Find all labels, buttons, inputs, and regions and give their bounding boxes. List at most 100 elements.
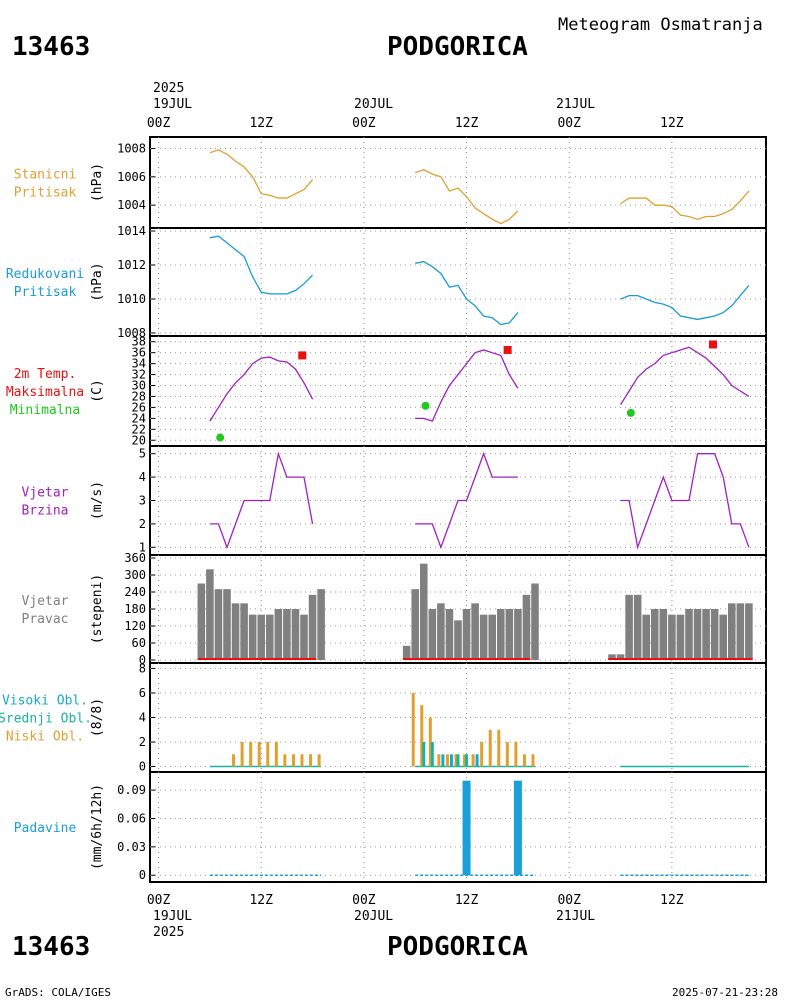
header-station-id: 13463	[12, 32, 90, 62]
y-tick-label: 1010	[117, 292, 146, 306]
wind-direction-bar	[625, 594, 633, 660]
cloud-bar	[309, 754, 313, 767]
y-tick-label: 36	[132, 346, 146, 360]
top-date-19: 19JUL	[153, 97, 192, 112]
cloud-bar	[428, 717, 432, 767]
unit-label: (mm/6h/12h)	[90, 784, 105, 870]
cloud-bar	[463, 754, 467, 767]
bottom-time-tick: 12Z	[249, 893, 273, 908]
temperature-series-line	[620, 346, 750, 406]
cloud-bar	[441, 754, 445, 767]
wind-direction-bar	[428, 609, 437, 660]
wind-direction-bar	[214, 589, 223, 660]
reduced-pressure-series-line	[415, 260, 519, 326]
wind-direction-bar	[300, 614, 308, 660]
wind-direction-bar	[454, 620, 462, 660]
temp-max-marker	[708, 340, 717, 349]
panel-reduced-pressure: 1008 1010 1012 1014 (hPa) Redukovani Pritisak	[6, 224, 767, 340]
panel-label-line: Niski Obl.	[6, 730, 84, 745]
panel-label-line: Padavine	[14, 821, 77, 836]
top-time-axis: 00Z 12Z 00Z 12Z 00Z 12Z	[147, 116, 684, 131]
wind-speed-series-line	[415, 451, 518, 550]
cloud-bar	[445, 754, 449, 767]
wind-direction-bar	[197, 583, 206, 660]
y-tick-label: 38	[132, 335, 146, 349]
cloud-bar	[488, 729, 492, 767]
panel-frame	[149, 771, 767, 883]
wind-direction-bar	[676, 614, 685, 660]
wind-direction-bar	[283, 609, 291, 660]
wind-speed-series-line	[620, 453, 750, 550]
bottom-time-tick: 12Z	[660, 893, 684, 908]
cloud-bar	[475, 754, 479, 767]
temp-min-marker	[216, 433, 225, 442]
panel-label-line: 2m Temp.	[14, 367, 77, 382]
panel-frame	[149, 136, 767, 229]
panel-cloud-cover: 0 2 4 6 8 (8/8)Visoki Obl. Srednji Obl. Niski O…	[0, 661, 767, 774]
cloud-bar	[283, 754, 287, 767]
top-time-tick: 00Z	[352, 116, 376, 131]
bottom-time-tick: 00Z	[352, 893, 376, 908]
wind-direction-bar	[505, 609, 514, 660]
panel-label-line: Stanicni	[14, 168, 77, 183]
panel-precipitation: 0 0.03 0.06 0.09 (mm/6h/12h) Padavine	[14, 771, 767, 883]
panel-frame	[149, 227, 767, 337]
y-tick-label: 300	[124, 568, 146, 582]
wind-direction-bar	[420, 563, 428, 660]
y-tick-label: 180	[124, 602, 146, 616]
y-tick-label: 22	[132, 422, 146, 436]
top-time-tick: 12Z	[249, 116, 273, 131]
wind-direction-bar	[710, 609, 719, 660]
bottom-date-19: 19JUL	[153, 909, 192, 924]
cloud-bar	[420, 705, 424, 767]
wind-direction-bar	[248, 614, 257, 660]
bottom-date-20: 20JUL	[354, 909, 393, 924]
top-date-21: 21JUL	[556, 97, 595, 112]
y-tick-label: 4	[139, 711, 146, 725]
cloud-bar	[456, 754, 460, 767]
cloud-bar	[232, 754, 236, 767]
wind-direction-bar	[291, 609, 300, 660]
cloud-bar	[240, 742, 244, 767]
top-date-20: 20JUL	[354, 97, 393, 112]
y-tick-label: 2	[139, 517, 146, 531]
wind-direction-bar	[719, 614, 727, 660]
cloud-bar	[437, 754, 441, 767]
cloud-bar	[465, 754, 469, 767]
y-tick-label: 6	[139, 686, 146, 700]
y-tick-label: 8	[139, 661, 146, 675]
wind-direction-bar	[471, 603, 479, 660]
temperature-series-line	[209, 356, 314, 422]
wind-direction-bar	[616, 654, 625, 660]
y-tick-label: 0.09	[117, 783, 146, 797]
cloud-bar	[471, 754, 475, 767]
wind-direction-bar	[206, 569, 214, 660]
header-station-name: PODGORICA	[387, 32, 528, 62]
panel-label-line: Vjetar	[22, 486, 69, 501]
wind-direction-bar	[745, 603, 753, 660]
y-tick-label: 60	[132, 636, 146, 650]
panel-label-line: Pravac	[22, 612, 69, 627]
wind-direction-bar	[531, 583, 539, 660]
wind-direction-bar	[668, 614, 676, 660]
cloud-bar	[257, 742, 261, 767]
y-tick-label: 1	[139, 540, 146, 554]
y-tick-label: 32	[132, 368, 146, 382]
y-tick-label: 5	[139, 447, 146, 461]
cloud-bar	[411, 692, 415, 767]
wind-direction-bar	[488, 614, 496, 660]
station-pressure-series-line	[620, 190, 750, 221]
wind-direction-bar	[266, 614, 274, 660]
wind-direction-bar	[514, 609, 522, 660]
y-tick-label: 240	[124, 585, 146, 599]
panel-label-line: Redukovani	[6, 267, 84, 282]
wind-direction-bar	[317, 589, 325, 660]
wind-direction-bar	[608, 654, 616, 660]
panel-label-line: Visoki Obl.	[2, 694, 88, 709]
cloud-bar	[317, 754, 321, 767]
wind-direction-bar	[685, 609, 693, 660]
wind-speed-series-line	[209, 451, 314, 550]
y-tick-label: 1008	[117, 142, 146, 156]
